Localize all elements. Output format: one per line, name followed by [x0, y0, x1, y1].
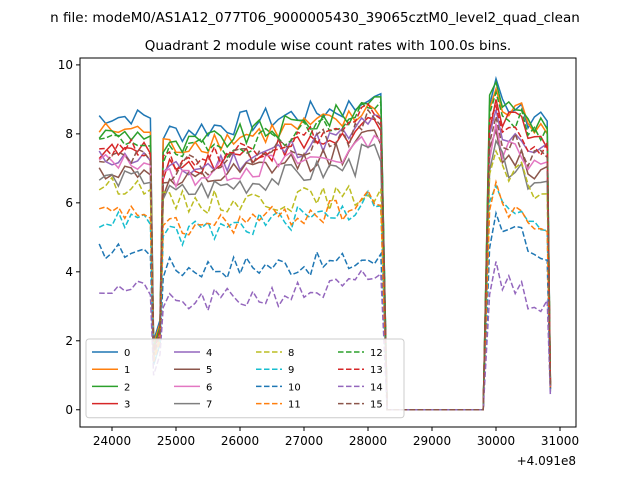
x-tick-label: 31000 — [541, 434, 579, 448]
x-tick-label: 24000 — [93, 434, 131, 448]
x-tick-label: 26000 — [221, 434, 259, 448]
x-tick-label: 29000 — [413, 434, 451, 448]
series-line-12 — [99, 89, 552, 411]
y-tick-label: 2 — [65, 334, 73, 348]
legend-label: 7 — [206, 400, 212, 411]
y-tick-label: 4 — [65, 265, 73, 279]
x-axis: 24000 25000 26000 27000 28000 29000 30000 31000 — [93, 427, 579, 448]
legend-label: 10 — [288, 382, 301, 393]
chart-title: Quadrant 2 module wise count rates with … — [145, 38, 511, 54]
axes-frame — [79, 57, 577, 428]
legend-label: 5 — [206, 365, 212, 376]
series-lines — [98, 75, 552, 411]
y-axis: 0 2 4 6 8 10 — [58, 58, 80, 417]
x-tick-label: 25000 — [157, 434, 195, 448]
legend-label: 0 — [124, 348, 130, 359]
x-offset-label: +4.091e8 — [517, 454, 576, 468]
legend-label: 9 — [288, 365, 294, 376]
legend-label: 8 — [288, 348, 294, 359]
legend-label: 13 — [370, 365, 383, 376]
y-tick-label: 10 — [58, 58, 73, 72]
y-tick-label: 0 — [65, 403, 73, 417]
series-line-15 — [99, 108, 552, 411]
legend-label: 4 — [206, 348, 212, 359]
legend-label: 6 — [206, 382, 212, 393]
legend-label: 12 — [370, 348, 383, 359]
legend-label: 2 — [124, 382, 130, 393]
legend-label: 15 — [370, 400, 383, 411]
series-line-8 — [98, 148, 552, 411]
legend-frame — [85, 338, 405, 419]
x-tick-label: 28000 — [349, 434, 387, 448]
y-tick-label: 6 — [65, 196, 73, 210]
legend-label: 3 — [124, 400, 130, 411]
legend-label: 11 — [288, 400, 301, 411]
legend-label: 14 — [370, 382, 383, 393]
figure-suptitle: n file: modeM0/AS1A12_077T06_9000005430_… — [50, 10, 580, 26]
legend-label: 1 — [124, 365, 130, 376]
x-tick-label: 27000 — [285, 434, 323, 448]
x-tick-label: 30000 — [477, 434, 515, 448]
y-tick-label: 8 — [65, 127, 73, 141]
